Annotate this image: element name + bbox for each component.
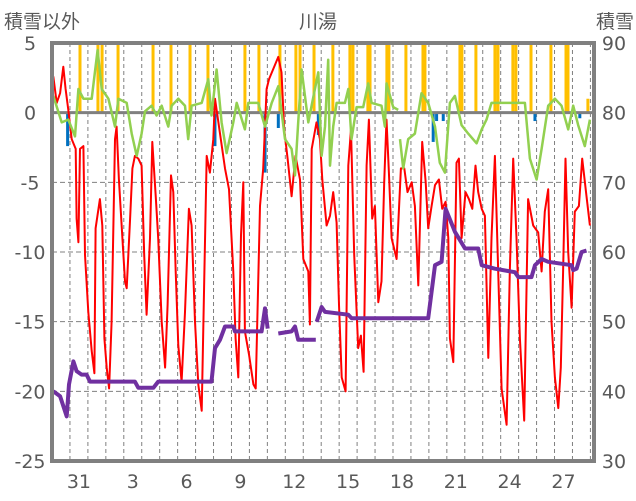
orange-bars-bar <box>496 43 500 113</box>
right-tick-label: 30 <box>602 451 626 473</box>
left-tick-label: -5 <box>21 172 40 194</box>
right-tick-label: 50 <box>602 312 626 334</box>
orange-bars-bar <box>460 43 464 113</box>
right-tick-label: 70 <box>602 172 626 194</box>
blue-bars-bar <box>578 112 582 119</box>
orange-bars-bar <box>206 43 210 113</box>
left-tick-label: -20 <box>14 381 45 403</box>
orange-bars-bar <box>586 98 590 113</box>
orange-bars-bar <box>151 43 155 113</box>
orange-bars-bar <box>368 43 372 113</box>
left-tick-label: -10 <box>14 242 45 264</box>
orange-bars-bar <box>511 43 515 113</box>
blue-bars-bar <box>435 112 439 122</box>
green-series-line <box>52 48 592 181</box>
chart-title: 川湯 <box>299 11 337 33</box>
orange-bars-bar <box>351 43 355 113</box>
x-tick-label: 24 <box>498 471 522 493</box>
orange-bars-bar <box>278 43 282 113</box>
right-tick-label: 60 <box>602 242 626 264</box>
orange-bars-bar <box>312 43 316 113</box>
orange-bars-bar <box>169 43 173 113</box>
orange-bars-bar <box>257 43 261 113</box>
x-tick-label: 31 <box>67 471 91 493</box>
orange-bars-bar <box>331 43 335 113</box>
blue-bars-bar <box>441 112 445 122</box>
orange-bars-bar <box>294 43 298 113</box>
orange-bars-bar <box>78 43 82 113</box>
right-axis-title: 積雪 <box>596 11 634 33</box>
lines-layer <box>52 48 594 426</box>
right-tick-label: 80 <box>602 103 626 125</box>
plot-frame <box>50 41 596 463</box>
orange-bars-bar <box>96 43 100 113</box>
orange-bars-bar <box>529 43 533 113</box>
x-tick-label: 15 <box>336 471 360 493</box>
blue-bars-bar <box>316 112 320 135</box>
left-tick-label: 0 <box>24 103 36 125</box>
orange-bars-bar <box>493 43 497 113</box>
orange-bars-bar <box>385 43 389 113</box>
left-tick-label: -15 <box>14 312 45 334</box>
blue-bars-bar <box>431 112 435 142</box>
orange-bars-bar <box>188 43 192 113</box>
orange-bars-bar <box>404 43 408 113</box>
temperature-line <box>52 55 591 426</box>
left-tick-label: -25 <box>14 451 45 473</box>
orange-bars-bar <box>458 43 462 113</box>
bars-layer <box>66 43 590 173</box>
blue-bars-bar <box>533 112 537 122</box>
right-tick-label: 90 <box>602 33 626 55</box>
blue-bars-bar <box>276 112 280 128</box>
orange-bars-bar <box>421 43 425 113</box>
orange-bars-bar <box>348 43 352 113</box>
x-tick-label: 21 <box>444 471 468 493</box>
x-tick-label: 6 <box>181 471 193 493</box>
right-tick-label: 40 <box>602 381 626 403</box>
snow-depth-line <box>52 206 588 419</box>
blue-bars-bar <box>213 112 217 147</box>
x-tick-label: 27 <box>551 471 575 493</box>
orange-bars-bar <box>549 43 553 113</box>
x-tick-label: 3 <box>127 471 139 493</box>
x-tick-label: 9 <box>234 471 246 493</box>
orange-bars-bar <box>423 43 427 113</box>
orange-bars-bar <box>100 43 104 113</box>
orange-bars-bar <box>474 43 478 113</box>
x-tick-label: 18 <box>390 471 414 493</box>
orange-bars-bar <box>564 43 568 113</box>
left-axis-title: 積雪以外 <box>4 11 80 33</box>
orange-bars-bar <box>514 43 518 113</box>
orange-bars-bar <box>243 43 247 113</box>
x-tick-label: 12 <box>282 471 306 493</box>
blue-bars-bar <box>66 112 70 147</box>
orange-bars-bar <box>566 43 570 113</box>
orange-bars-bar <box>116 43 120 113</box>
orange-bars-bar <box>366 43 370 113</box>
orange-bars-bar <box>387 43 391 113</box>
left-tick-label: 5 <box>24 33 36 55</box>
